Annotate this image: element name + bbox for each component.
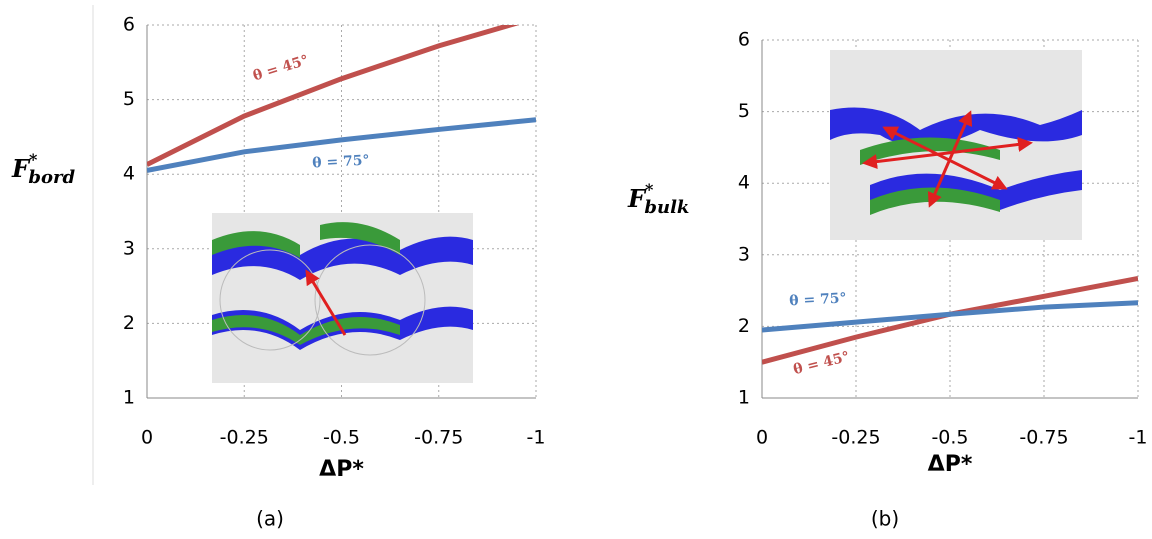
y-tick-label: 4 xyxy=(738,172,750,194)
inset-image-a xyxy=(212,213,473,383)
y-tick-label: 1 xyxy=(123,387,135,409)
x-tick-label: 0 xyxy=(141,427,153,449)
caption: (a) xyxy=(256,507,284,531)
y-tick-label: 5 xyxy=(123,88,135,110)
x-tick-label: 0 xyxy=(756,427,768,449)
y-tick-label: 1 xyxy=(738,387,750,409)
x-tick-label: -0.25 xyxy=(831,427,880,449)
x-tick-label: -0.75 xyxy=(1019,427,1068,449)
x-axis-label: ΔP* xyxy=(928,452,973,477)
series-label: θ = 75° xyxy=(789,290,847,309)
inset-image-b xyxy=(830,50,1082,240)
y-label-sub: bulk xyxy=(644,197,689,218)
y-label-sup: * xyxy=(29,150,38,169)
caption: (b) xyxy=(871,507,899,531)
y-tick-label: 2 xyxy=(123,312,135,334)
x-tick-label: -1 xyxy=(1129,427,1148,449)
series-line xyxy=(147,25,520,167)
y-label-sub: bord xyxy=(28,167,75,188)
series-line xyxy=(762,300,1138,333)
x-tick-label: -0.5 xyxy=(931,427,968,449)
y-tick-label: 5 xyxy=(738,100,750,122)
y-tick-label: 6 xyxy=(123,14,135,36)
y-tick-label: 2 xyxy=(738,315,750,337)
y-tick-label: 3 xyxy=(123,237,135,259)
y-tick-label: 6 xyxy=(738,29,750,51)
series-label: θ = 45° xyxy=(251,52,310,84)
y-label-sup: * xyxy=(645,180,654,199)
x-tick-label: -0.75 xyxy=(414,427,463,449)
y-tick-label: 3 xyxy=(738,243,750,265)
series-label: θ = 75° xyxy=(312,152,370,171)
y-label-base: F xyxy=(11,154,31,183)
x-tick-label: -1 xyxy=(527,427,546,449)
y-axis-label: F* bord xyxy=(11,150,75,189)
x-axis-label: ΔP* xyxy=(319,457,364,482)
x-tick-label: -0.25 xyxy=(220,427,269,449)
series-line xyxy=(147,117,536,173)
y-axis-label: F* bulk xyxy=(627,180,689,219)
y-label-base: F xyxy=(627,184,647,213)
x-tick-label: -0.5 xyxy=(323,427,360,449)
y-tick-label: 4 xyxy=(123,163,135,185)
